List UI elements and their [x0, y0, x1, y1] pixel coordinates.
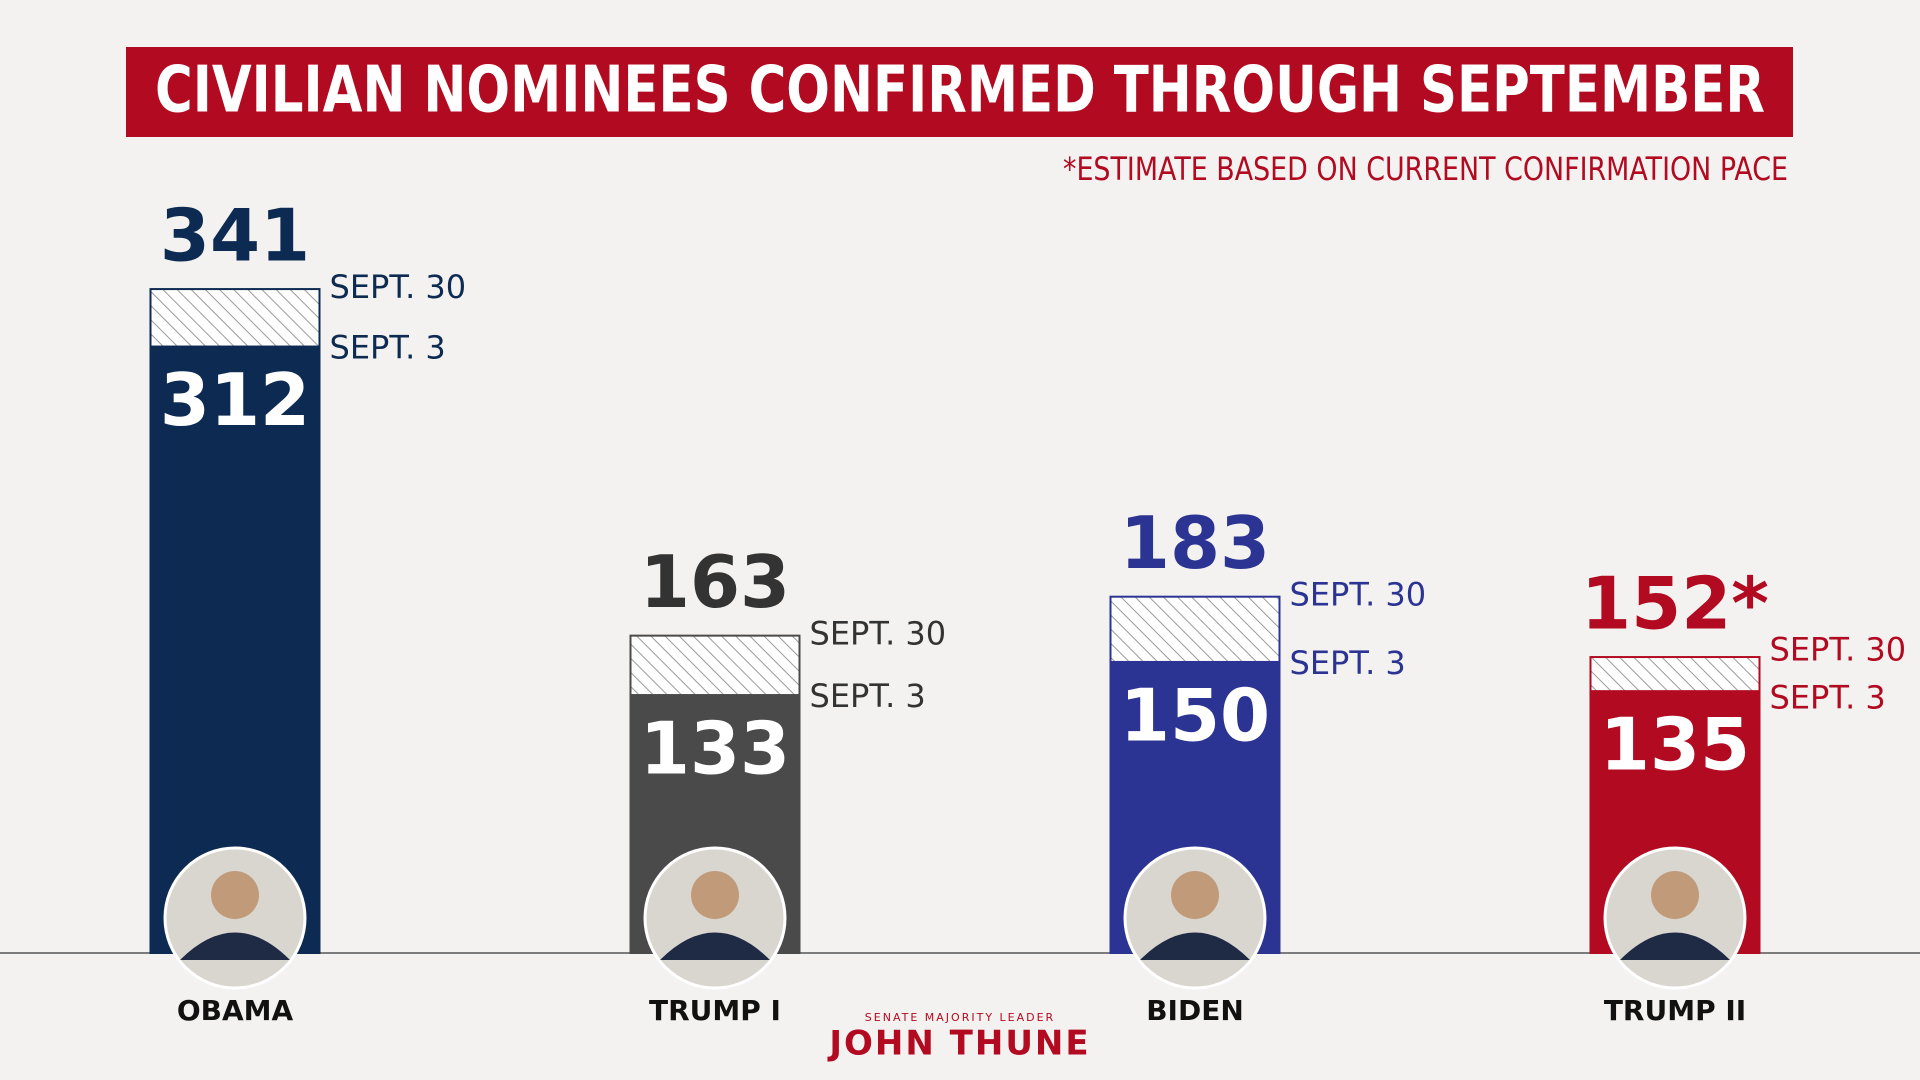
portrait-head — [211, 871, 259, 919]
series-label: SEPT. 30 — [330, 268, 467, 306]
portrait-suit — [1140, 932, 1250, 960]
value-label: 341 — [160, 194, 310, 278]
value-label: 150 — [1120, 673, 1270, 757]
portrait-head — [691, 871, 739, 919]
series-label: SEPT. 3 — [810, 677, 926, 715]
series-label: SEPT. 30 — [810, 615, 947, 653]
value-label: 163 — [640, 540, 790, 624]
title-banner — [126, 47, 1793, 137]
series-label: SEPT. 3 — [330, 329, 446, 367]
series-label: SEPT. 3 — [1290, 644, 1406, 682]
x-tick-label: OBAMA — [177, 994, 294, 1027]
footnote: *ESTIMATE BASED ON CURRENT CONFIRMATION … — [1063, 150, 1788, 188]
series-label: SEPT. 30 — [1770, 631, 1907, 669]
series-label: SEPT. 3 — [1770, 679, 1886, 717]
value-label: 135 — [1600, 703, 1750, 787]
portrait-suit — [660, 932, 770, 960]
x-tick-label: TRUMP I — [649, 994, 781, 1027]
brand-name: JOHN THUNE — [827, 1024, 1090, 1064]
x-tick-label: TRUMP II — [1604, 994, 1746, 1027]
portrait-head — [1171, 871, 1219, 919]
value-label: 312 — [160, 358, 310, 442]
chart-title: CIVILIAN NOMINEES CONFIRMED THROUGH SEPT… — [155, 54, 1765, 128]
series-label: SEPT. 30 — [1290, 576, 1427, 614]
x-tick-label: BIDEN — [1146, 994, 1244, 1027]
portrait-suit — [180, 932, 290, 960]
portrait-head — [1651, 871, 1699, 919]
value-label: 152* — [1581, 562, 1769, 646]
value-label: 133 — [640, 707, 790, 791]
value-label: 183 — [1120, 501, 1270, 585]
portrait-suit — [1620, 932, 1730, 960]
brand-subtitle: SENATE MAJORITY LEADER — [865, 1011, 1055, 1024]
